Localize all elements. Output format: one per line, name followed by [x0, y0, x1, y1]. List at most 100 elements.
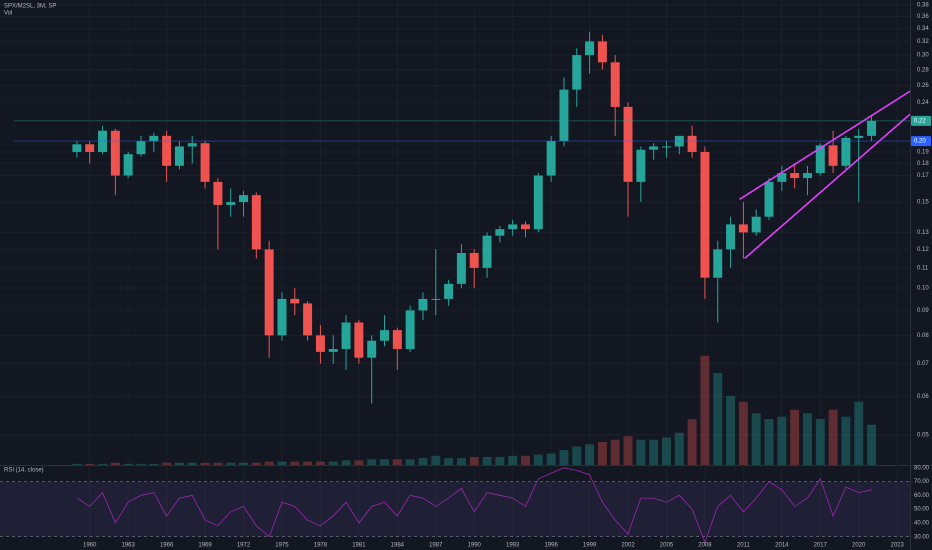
- candle-body: [264, 249, 274, 336]
- volume-bar: [610, 439, 620, 465]
- candle-body: [585, 41, 595, 56]
- y-tick-label: 0.13: [917, 230, 929, 236]
- chart-title: SPX/M2SL, 3M, SP: [4, 4, 56, 10]
- candle-body: [162, 135, 172, 166]
- candle-body: [328, 349, 338, 352]
- candle-body: [469, 252, 479, 268]
- candle-body: [444, 283, 454, 299]
- candle-body: [123, 154, 133, 176]
- volume-bar: [251, 462, 261, 465]
- volume-bar: [854, 401, 864, 465]
- candle-body: [226, 202, 236, 205]
- y-tick-label: 0.26: [917, 83, 929, 89]
- volume-bar: [123, 463, 133, 465]
- x-tick-label: 1963: [121, 543, 135, 549]
- volume-bar: [546, 453, 556, 465]
- x-tick-label: 1996: [544, 543, 558, 549]
- candle-body: [623, 106, 633, 182]
- volume-bar: [136, 463, 146, 465]
- volume-bar: [495, 456, 505, 465]
- candle-body: [661, 146, 671, 148]
- candle-body: [815, 145, 825, 174]
- volume-bar: [431, 455, 441, 465]
- volume-bar: [521, 455, 530, 465]
- volume-bar: [790, 409, 800, 465]
- candle-body: [392, 330, 402, 350]
- candle-body: [239, 195, 249, 203]
- volume-bar: [777, 416, 787, 465]
- candle-body: [315, 335, 325, 352]
- volume-label: Vol: [4, 11, 12, 17]
- candle-body: [405, 310, 415, 350]
- volume-bar: [264, 461, 274, 465]
- x-tick-label: 1984: [391, 543, 405, 549]
- volume-bar: [751, 413, 761, 465]
- volume-bar: [367, 459, 377, 465]
- candle-body: [187, 143, 197, 147]
- volume-bar: [72, 463, 82, 465]
- candle-body: [456, 252, 466, 284]
- x-tick-label: 2011: [737, 543, 751, 549]
- volume-bar: [444, 458, 454, 465]
- x-tick-label: 1990: [468, 543, 482, 549]
- volume-bar: [597, 442, 607, 465]
- candle-body: [867, 120, 877, 136]
- volume-bar: [585, 444, 595, 465]
- volume-bar: [623, 436, 633, 465]
- x-tick-label: 1966: [160, 543, 174, 549]
- volume-bar: [559, 450, 569, 465]
- x-tick-label: 1981: [352, 543, 366, 549]
- volume-bar: [482, 456, 492, 465]
- rsi-tick-label: 60.00: [914, 493, 930, 499]
- volume-bar: [533, 454, 543, 465]
- candle-body: [174, 146, 184, 166]
- candle-body: [636, 149, 646, 182]
- volume-bar: [815, 419, 825, 465]
- y-tick-label: 0.32: [917, 39, 929, 45]
- volume-bar: [661, 437, 671, 465]
- candle-body: [572, 55, 582, 90]
- candle-body: [277, 298, 287, 336]
- candle-body: [380, 330, 389, 341]
- candle-body: [213, 181, 223, 205]
- candle-body: [85, 144, 95, 152]
- volume-bar: [405, 459, 415, 465]
- x-tick-label: 1960: [83, 543, 97, 549]
- price-label-box: [911, 136, 931, 147]
- rsi-title: RSI (14, close): [4, 468, 44, 474]
- y-tick-label: 0.11: [917, 265, 929, 271]
- candle-body: [533, 175, 543, 230]
- volume-bar: [700, 355, 710, 465]
- x-tick-label: 2023: [891, 543, 905, 549]
- x-tick-label: 1969: [198, 543, 212, 549]
- volume-bar: [456, 458, 466, 465]
- rsi-tick-label: 40.00: [914, 521, 930, 527]
- candle-body: [303, 303, 313, 336]
- candle-body: [521, 224, 530, 230]
- candle-body: [482, 235, 492, 268]
- volume-bar: [303, 461, 313, 465]
- candle-body: [713, 249, 723, 278]
- candle-body: [149, 135, 159, 142]
- volume-bar: [636, 439, 646, 465]
- y-tick-label: 0.09: [917, 308, 929, 314]
- x-tick-label: 2008: [698, 543, 712, 549]
- candle-body: [72, 144, 82, 152]
- candle-body: [508, 224, 518, 230]
- volume-bar: [149, 463, 159, 465]
- volume-bar: [328, 461, 338, 465]
- volume-bar: [110, 462, 120, 465]
- y-tick-label: 0.07: [917, 361, 929, 367]
- volume-bar: [867, 424, 877, 465]
- volume-bar: [174, 462, 184, 465]
- volume-bar: [841, 416, 851, 465]
- y-tick-label: 0.15: [917, 200, 929, 206]
- x-tick-label: 1993: [506, 543, 520, 549]
- x-tick-label: 2017: [814, 543, 828, 549]
- y-tick-label: 0.17: [917, 173, 929, 179]
- candle-body: [738, 224, 748, 233]
- volume-bar: [277, 461, 287, 465]
- volume-bar: [418, 458, 428, 465]
